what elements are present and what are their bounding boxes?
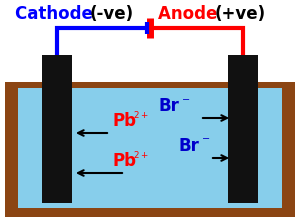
Text: Br: Br <box>158 97 179 115</box>
Text: (-ve): (-ve) <box>90 5 134 23</box>
Text: Anode: Anode <box>158 5 223 23</box>
Bar <box>42 55 72 203</box>
Text: $^{-}$: $^{-}$ <box>201 135 210 149</box>
Text: $^{2+}$: $^{2+}$ <box>133 111 149 124</box>
Text: $^{-}$: $^{-}$ <box>181 96 190 110</box>
Text: Br: Br <box>178 137 199 155</box>
Bar <box>18 88 282 208</box>
Text: Cathode: Cathode <box>15 5 99 23</box>
Text: $^{2+}$: $^{2+}$ <box>133 151 149 164</box>
Bar <box>228 55 258 203</box>
Text: (+ve): (+ve) <box>215 5 266 23</box>
Text: Pb: Pb <box>112 112 136 130</box>
Text: Pb: Pb <box>112 152 136 170</box>
Bar <box>5 82 295 217</box>
